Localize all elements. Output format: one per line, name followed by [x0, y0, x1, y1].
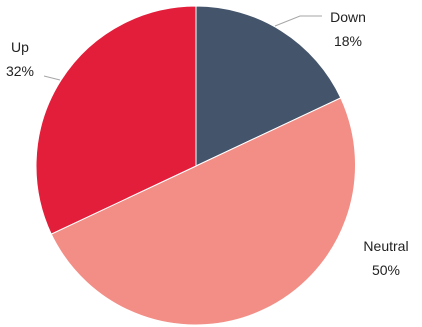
slice-label-neutral-name: Neutral	[363, 238, 408, 254]
leader-line-down	[274, 15, 322, 27]
slice-label-up-name: Up	[11, 39, 29, 55]
pie-slice-down	[195, 5, 342, 167]
pie-slices	[35, 5, 356, 326]
slice-label-down-value: 18%	[334, 33, 362, 49]
pie-slice-neutral	[50, 97, 356, 326]
leader-lines	[43, 15, 322, 81]
slice-label-neutral-value: 50%	[372, 262, 400, 278]
leader-line-up	[43, 75, 61, 81]
pie-slice-up	[35, 5, 197, 235]
slice-label-down-name: Down	[330, 9, 366, 25]
slice-label-up-value: 32%	[6, 63, 34, 79]
